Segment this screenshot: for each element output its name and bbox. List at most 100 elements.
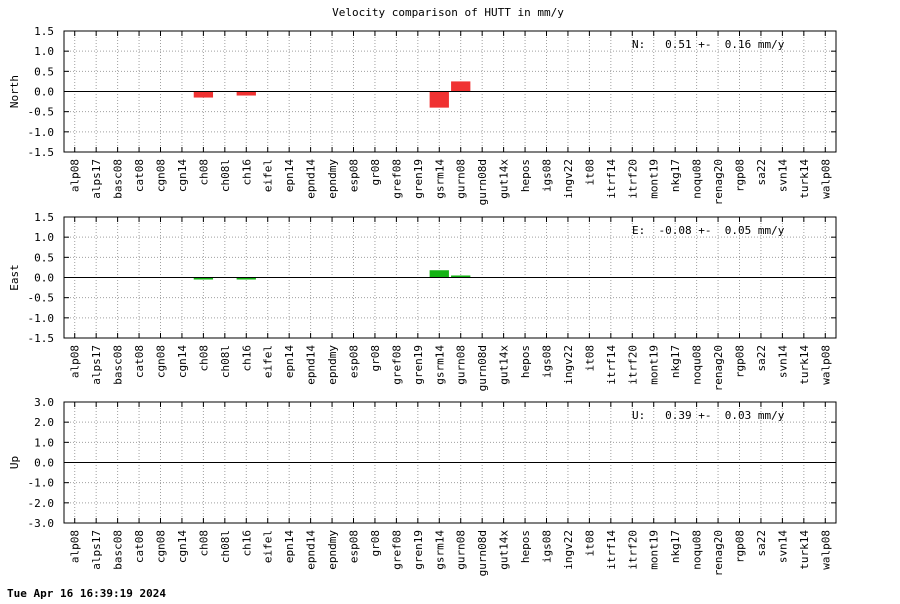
x-tick-label-turk14: turk14 <box>798 159 811 199</box>
x-tick-label-gurn08: gurn08 <box>455 530 468 570</box>
x-tick-label-svn14: svn14 <box>776 345 789 378</box>
x-tick-label-it08: it08 <box>583 345 596 372</box>
x-tick-label-ch08: ch08 <box>197 345 210 372</box>
x-tick-label-turk14: turk14 <box>798 530 811 570</box>
y-tick-label: 1.0 <box>34 231 54 244</box>
panel-up: 3.0 2.0 1.0 0.0 -1.0 -2.0 -3.0 alp08 alps17 basc0… <box>8 396 837 576</box>
x-tick-label-gren19: gren19 <box>412 159 425 199</box>
x-tick-label-walp08: walp08 <box>819 345 832 385</box>
x-tick-label-cgn08: cgn08 <box>155 530 168 563</box>
x-tick-label-ingv22: ingv22 <box>562 530 575 570</box>
x-tick-label-ch08l: ch08l <box>219 345 232 378</box>
x-tick-label-alps17: alps17 <box>90 530 103 570</box>
x-tick-label-rgp08: rgp08 <box>734 530 747 563</box>
timestamp: Tue Apr 16 16:39:19 2024 <box>7 587 166 600</box>
y-tick-label: -0.5 <box>28 292 55 305</box>
x-tick-label-hepos: hepos <box>519 530 532 563</box>
x-tick-label-gut14x: gut14x <box>498 159 511 199</box>
x-tick-label-ch08: ch08 <box>197 159 210 186</box>
x-tick-label-gren19: gren19 <box>412 530 425 570</box>
x-tick-label-svn14: svn14 <box>776 530 789 563</box>
x-tick-label-mont19: mont19 <box>648 159 661 199</box>
bar-gsrm14 <box>429 91 449 108</box>
bar-ch08 <box>193 91 214 98</box>
x-tick-label-walp08: walp08 <box>819 159 832 199</box>
x-tick-label-cgn08: cgn08 <box>155 345 168 378</box>
y-tick-label: 0.0 <box>34 457 54 470</box>
x-tick-label-gurn08d: gurn08d <box>476 159 489 205</box>
y-tick-label: -2.0 <box>28 497 55 510</box>
x-tick-label-itrf20: itrf20 <box>626 530 639 570</box>
x-tick-label-epn14: epn14 <box>283 159 296 192</box>
x-tick-label-sa22: sa22 <box>755 530 768 557</box>
x-tick-label-nkg17: nkg17 <box>669 530 682 563</box>
x-tick-label-itrf20: itrf20 <box>626 345 639 385</box>
y-tick-label: 0.5 <box>34 251 54 264</box>
x-tick-label-ingv22: ingv22 <box>562 159 575 199</box>
x-tick-label-gsrm14: gsrm14 <box>433 345 446 385</box>
x-tick-label-epn14: epn14 <box>283 345 296 378</box>
x-tick-label-mont19: mont19 <box>648 530 661 570</box>
x-tick-label-igs08: igs08 <box>541 159 554 192</box>
x-tick-label-basc08: basc08 <box>112 159 125 199</box>
x-tick-label-itrf20: itrf20 <box>626 159 639 199</box>
x-tick-label-ch16: ch16 <box>240 345 253 372</box>
x-tick-label-esp08: esp08 <box>348 345 361 378</box>
x-tick-label-gref08: gref08 <box>390 530 403 570</box>
x-tick-label-alp08: alp08 <box>69 530 82 563</box>
x-tick-label-cgn08: cgn08 <box>155 159 168 192</box>
x-tick-label-cgn14: cgn14 <box>176 530 189 563</box>
x-tick-label-renag20: renag20 <box>712 345 725 391</box>
x-tick-label-igs08: igs08 <box>541 530 554 563</box>
x-tick-label-gurn08d: gurn08d <box>476 345 489 391</box>
x-tick-label-gurn08: gurn08 <box>455 345 468 385</box>
x-tick-label-gsrm14: gsrm14 <box>433 530 446 570</box>
x-tick-label-gr08: gr08 <box>369 159 382 186</box>
x-tick-label-sa22: sa22 <box>755 345 768 372</box>
y-tick-label: 0.0 <box>34 272 54 285</box>
y-tick-label: 3.0 <box>34 396 54 409</box>
x-tick-label-epn14: epn14 <box>283 530 296 563</box>
stat-annotation: U: 0.39 +- 0.03 mm/y <box>632 409 785 422</box>
x-tick-label-noqu08: noqu08 <box>691 345 704 385</box>
x-tick-label-svn14: svn14 <box>776 159 789 192</box>
y-tick-label: -0.5 <box>28 106 55 119</box>
x-tick-label-gsrm14: gsrm14 <box>433 159 446 199</box>
x-tick-label-cgn14: cgn14 <box>176 345 189 378</box>
x-tick-label-noqu08: noqu08 <box>691 530 704 570</box>
x-tick-label-ch08l: ch08l <box>219 530 232 563</box>
x-tick-label-nkg17: nkg17 <box>669 345 682 378</box>
y-axis-label: North <box>8 75 21 108</box>
x-tick-label-gref08: gref08 <box>390 159 403 199</box>
x-tick-label-gren19: gren19 <box>412 345 425 385</box>
bar-gsrm14 <box>429 270 449 278</box>
x-tick-label-gr08: gr08 <box>369 530 382 557</box>
y-tick-label: 1.5 <box>34 25 54 38</box>
x-tick-label-it08: it08 <box>583 159 596 186</box>
x-tick-label-igs08: igs08 <box>541 345 554 378</box>
x-tick-label-esp08: esp08 <box>348 530 361 563</box>
y-tick-label: -1.0 <box>28 312 55 325</box>
x-tick-label-basc08: basc08 <box>112 530 125 570</box>
x-tick-label-rgp08: rgp08 <box>734 159 747 192</box>
x-tick-label-epnd14: epnd14 <box>305 345 318 385</box>
y-tick-label: 1.0 <box>34 45 54 58</box>
y-axis-label: Up <box>8 456 21 469</box>
y-tick-label: -1.5 <box>28 146 55 159</box>
panels: 1.5 1.0 0.5 0.0 -0.5 -1.0 -1.5 alp08 alps17 basc0… <box>8 25 837 576</box>
x-tick-label-noqu08: noqu08 <box>691 159 704 199</box>
x-tick-label-alps17: alps17 <box>90 345 103 385</box>
x-tick-label-gr08: gr08 <box>369 345 382 372</box>
chart-title: Velocity comparison of HUTT in mm/y <box>332 6 564 19</box>
x-tick-label-sa22: sa22 <box>755 159 768 186</box>
x-tick-label-alp08: alp08 <box>69 345 82 378</box>
x-tick-label-cat08: cat08 <box>133 530 146 563</box>
y-tick-label: 1.5 <box>34 211 54 224</box>
y-tick-label: -1.0 <box>28 477 55 490</box>
x-tick-label-it08: it08 <box>583 530 596 557</box>
x-tick-label-cat08: cat08 <box>133 345 146 378</box>
x-tick-label-gut14x: gut14x <box>498 345 511 385</box>
x-tick-label-itrf14: itrf14 <box>605 345 618 385</box>
bar-gurn08 <box>451 275 471 278</box>
